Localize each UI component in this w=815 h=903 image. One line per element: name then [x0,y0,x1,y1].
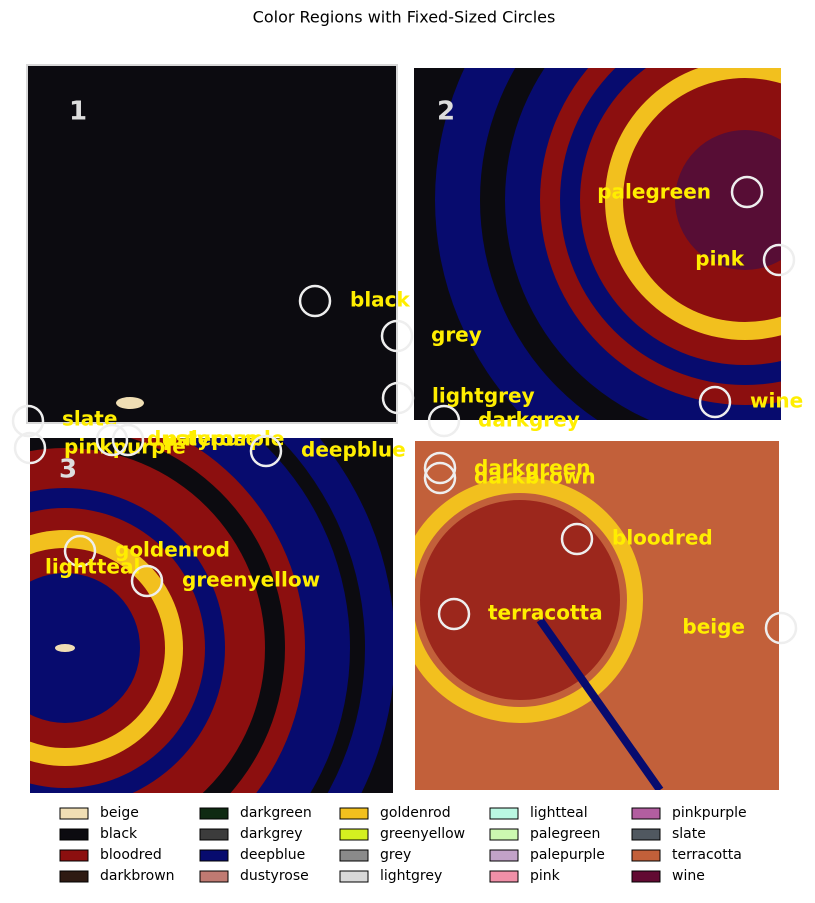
panel-number: 1 [69,97,87,127]
panel-2 [414,68,781,420]
legend-swatch [339,807,369,820]
legend-label: grey [380,847,411,863]
legend-label: darkgreen [240,805,312,821]
panel-4 [415,441,779,790]
legend: beige black bloodred darkbrown darkgreen dark… [59,805,747,884]
marker-circle [698,385,732,419]
legend-label: bloodred [100,847,162,863]
legend-label: lightgrey [380,868,442,884]
marker-circle [437,597,471,631]
legend-swatch [631,807,661,820]
annotation-label: deepblue [301,438,406,462]
annotation-label: palegreen [597,180,711,204]
legend-swatch [199,807,229,820]
marker-circle [762,243,796,277]
legend-label: deepblue [240,847,305,863]
marker-circle [13,431,47,465]
legend-label: darkbrown [100,868,175,884]
annotation-label: dustyrose [147,427,259,451]
legend-label: dustyrose [240,868,309,884]
marker-circle [427,404,461,438]
marker-circle [249,434,283,468]
title: Color Regions with Fixed-Sized Circles [253,8,556,27]
annotation-label: slate [62,407,117,431]
legend-swatch [489,870,519,883]
marker-circle [730,175,764,209]
legend-swatch [339,870,369,883]
legend-swatch [199,828,229,841]
legend-label: black [100,826,138,842]
annotation-label: wine [750,389,803,413]
legend-swatch [199,870,229,883]
panel-3 [30,438,393,793]
legend-swatch [631,870,661,883]
annotation-label: beige [682,615,745,639]
annotation-label: lightteal [45,555,140,579]
annotation-label: terracotta [488,601,603,625]
legend-swatch [59,807,89,820]
marker-circle [111,423,145,457]
legend-label: goldenrod [380,805,451,821]
legend-label: slate [672,826,706,842]
legend-label: wine [672,868,705,884]
marker-circle [63,534,97,568]
annotation-label: palepurple [163,427,284,451]
marker-circle [560,522,594,556]
annotation-label: darkgreen [474,456,591,480]
legend-label: palepurple [530,847,605,863]
annotation-label: darkgrey [478,408,580,432]
legend-swatch [339,849,369,862]
annotation-label: darkbrown [474,465,596,489]
legend-swatch [631,828,661,841]
annotation-label: black [350,288,411,312]
legend-swatch [339,828,369,841]
marker-circle [11,404,45,438]
legend-swatch [59,870,89,883]
legend-swatch [489,807,519,820]
annotation-label: lightgrey [432,384,535,408]
marker-circle [423,451,457,485]
marker-circle [423,461,457,495]
legend-swatch [59,849,89,862]
legend-label: greenyellow [380,826,465,842]
legend-swatch [489,828,519,841]
panel-number: 2 [437,97,455,127]
legend-label: darkgrey [240,826,303,842]
legend-label: lightteal [530,805,588,821]
marker-circle [764,611,798,645]
annotation-label: bloodred [612,526,713,550]
marker-circle [130,564,164,598]
annotation-label: goldenrod [115,538,230,562]
marker-circle [380,319,414,353]
legend-label: pinkpurple [672,805,747,821]
annotations: blackgreylightgreyslatepinkpurpledustyro… [11,175,803,645]
legend-swatch [631,849,661,862]
legend-swatch [59,828,89,841]
marker-circle [95,423,129,457]
legend-label: pink [530,868,561,884]
legend-swatch [199,849,229,862]
legend-label: palegreen [530,826,600,842]
marker-circle [298,284,332,318]
annotation-label: greenyellow [182,568,320,592]
panel-1 [26,64,398,424]
legend-label: beige [100,805,139,821]
legend-swatch [489,849,519,862]
marker-circle [381,381,415,415]
annotation-label: grey [431,323,482,347]
panel-number: 3 [59,455,77,485]
legend-label: terracotta [672,847,742,863]
annotation-label: pink [695,247,744,271]
